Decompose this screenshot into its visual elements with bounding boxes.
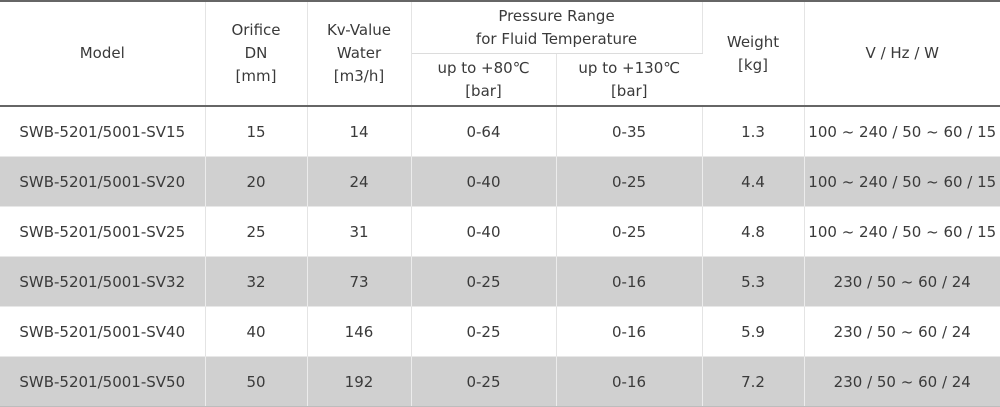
cell-weight: 5.9 — [702, 306, 805, 357]
cell-dn: 32 — [205, 256, 308, 307]
cell-power: 230 / 50 ~ 60 / 24 — [804, 356, 1000, 407]
table-header: Model Orifice DN [mm] Kv-Value Water [m3… — [0, 0, 1000, 107]
cell-pressure-130: 0-16 — [556, 306, 703, 357]
cell-power: 100 ~ 240 / 50 ~ 60 / 15 — [804, 206, 1000, 257]
table-row: SWB-5201/5001-SV40 40 146 0-25 0-16 5.9 … — [0, 306, 1000, 357]
cell-weight: 5.3 — [702, 256, 805, 307]
header-pressure-range: Pressure Range for Fluid Temperature — [411, 0, 703, 54]
table-row: SWB-5201/5001-SV32 32 73 0-25 0-16 5.3 2… — [0, 256, 1000, 307]
cell-model: SWB-5201/5001-SV50 — [0, 356, 206, 407]
cell-pressure-80: 0-25 — [411, 356, 557, 407]
cell-pressure-130: 0-16 — [556, 356, 703, 407]
cell-kv: 31 — [307, 206, 412, 257]
cell-model: SWB-5201/5001-SV32 — [0, 256, 206, 307]
cell-pressure-130: 0-16 — [556, 256, 703, 307]
cell-model: SWB-5201/5001-SV25 — [0, 206, 206, 257]
table-row: SWB-5201/5001-SV50 50 192 0-25 0-16 7.2 … — [0, 356, 1000, 407]
cell-pressure-80: 0-25 — [411, 256, 557, 307]
cell-pressure-80: 0-64 — [411, 106, 557, 157]
table-body: SWB-5201/5001-SV15 15 14 0-64 0-35 1.3 1… — [0, 106, 1000, 407]
cell-weight: 4.8 — [702, 206, 805, 257]
cell-weight: 4.4 — [702, 156, 805, 207]
header-weight: Weight [kg] — [702, 0, 805, 107]
cell-kv: 192 — [307, 356, 412, 407]
cell-kv: 73 — [307, 256, 412, 307]
cell-dn: 20 — [205, 156, 308, 207]
cell-pressure-130: 0-25 — [556, 156, 703, 207]
cell-dn: 50 — [205, 356, 308, 407]
cell-power: 230 / 50 ~ 60 / 24 — [804, 256, 1000, 307]
cell-dn: 25 — [205, 206, 308, 257]
cell-kv: 146 — [307, 306, 412, 357]
cell-weight: 7.2 — [702, 356, 805, 407]
cell-pressure-130: 0-35 — [556, 106, 703, 157]
cell-kv: 14 — [307, 106, 412, 157]
cell-weight: 1.3 — [702, 106, 805, 157]
cell-power: 100 ~ 240 / 50 ~ 60 / 15 — [804, 156, 1000, 207]
header-temp-80: up to +80℃ [bar] — [411, 53, 557, 107]
cell-dn: 15 — [205, 106, 308, 157]
table-row: SWB-5201/5001-SV20 20 24 0-40 0-25 4.4 1… — [0, 156, 1000, 207]
header-power: V / Hz / W — [804, 0, 1000, 107]
header-temp-130: up to +130℃ [bar] — [556, 53, 703, 107]
cell-pressure-80: 0-40 — [411, 156, 557, 207]
cell-pressure-80: 0-40 — [411, 206, 557, 257]
table-row: SWB-5201/5001-SV15 15 14 0-64 0-35 1.3 1… — [0, 106, 1000, 157]
cell-power: 230 / 50 ~ 60 / 24 — [804, 306, 1000, 357]
cell-dn: 40 — [205, 306, 308, 357]
header-model: Model — [0, 0, 206, 107]
cell-model: SWB-5201/5001-SV20 — [0, 156, 206, 207]
cell-power: 100 ~ 240 / 50 ~ 60 / 15 — [804, 106, 1000, 157]
cell-pressure-80: 0-25 — [411, 306, 557, 357]
header-kv-value: Kv-Value Water [m3/h] — [307, 0, 412, 107]
cell-kv: 24 — [307, 156, 412, 207]
table-row: SWB-5201/5001-SV25 25 31 0-40 0-25 4.8 1… — [0, 206, 1000, 257]
cell-model: SWB-5201/5001-SV40 — [0, 306, 206, 357]
header-orifice: Orifice DN [mm] — [205, 0, 308, 107]
cell-pressure-130: 0-25 — [556, 206, 703, 257]
cell-model: SWB-5201/5001-SV15 — [0, 106, 206, 157]
